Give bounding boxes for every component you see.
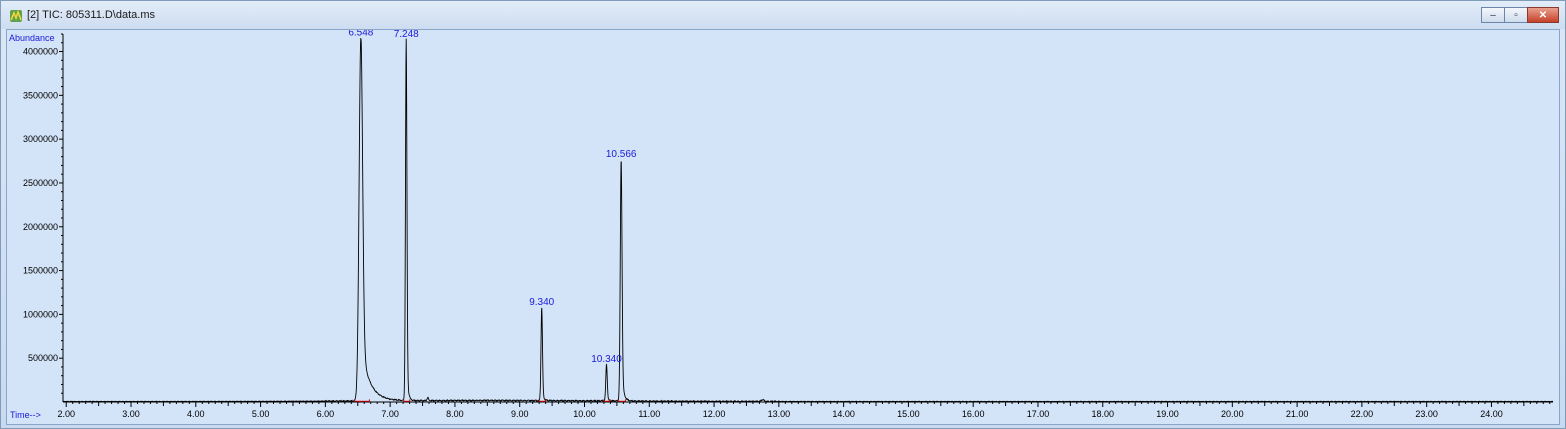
x-tick-label: 20.00 [1221, 409, 1244, 419]
x-tick-label: 16.00 [962, 409, 985, 419]
x-tick-label: 3.00 [122, 409, 140, 419]
minimize-icon: – [1490, 9, 1496, 21]
maximize-icon: ▫ [1514, 9, 1518, 21]
x-tick-label: 5.00 [252, 409, 270, 419]
x-tick-label: 22.00 [1351, 409, 1374, 419]
x-tick-label: 12.00 [703, 409, 726, 419]
y-tick-label: 3000000 [23, 134, 58, 144]
y-tick-label: 1500000 [23, 266, 58, 276]
peak-label: 10.340 [591, 354, 622, 365]
peak-label: 6.548 [348, 30, 373, 38]
x-tick-label: 19.00 [1156, 409, 1179, 419]
x-tick-label: 24.00 [1480, 409, 1503, 419]
y-tick-label: 2500000 [23, 178, 58, 188]
close-button[interactable]: ✕ [1527, 7, 1559, 23]
x-tick-label: 9.00 [511, 409, 529, 419]
x-tick-label: 14.00 [832, 409, 855, 419]
x-tick-label: 13.00 [768, 409, 791, 419]
close-icon: ✕ [1538, 9, 1548, 21]
x-tick-label: 21.00 [1286, 409, 1309, 419]
y-tick-label: 500000 [28, 353, 58, 363]
peak-label: 7.248 [394, 30, 419, 40]
x-tick-label: 2.00 [57, 409, 75, 419]
y-tick-label: 3500000 [23, 90, 58, 100]
minimize-button[interactable]: – [1481, 7, 1505, 23]
peak-labels-layer: 6.548 7.248 9.340 10.340 10.566 [348, 30, 637, 365]
x-axis-label: Time--> [10, 410, 41, 420]
x-tick-label: 11.00 [638, 409, 660, 419]
peak-label: 9.340 [529, 297, 554, 308]
x-tick-label: 23.00 [1415, 409, 1438, 419]
x-tick-label: 15.00 [897, 409, 920, 419]
x-tick-label: 6.00 [317, 409, 335, 419]
y-tick-label: 2000000 [23, 222, 58, 232]
window-title: [2] TIC: 805311.D\data.ms [27, 9, 155, 21]
maximize-button[interactable]: ▫ [1504, 7, 1528, 23]
y-tick-label: 4000000 [23, 47, 58, 57]
x-tick-label: 8.00 [446, 409, 464, 419]
title-bar[interactable]: [2] TIC: 805311.D\data.ms – ▫ ✕ [1, 1, 1565, 29]
x-tick-label: 18.00 [1091, 409, 1114, 419]
window-controls: – ▫ ✕ [1481, 7, 1559, 23]
chromatogram-app-icon [10, 9, 22, 22]
axes: 500000 1000000 1500000 2000000 2500000 300000… [23, 33, 1553, 419]
x-tick-label: 7.00 [381, 409, 399, 419]
peak-label: 10.566 [606, 149, 637, 160]
y-axis-label: Abundance [9, 33, 55, 43]
tic-chromatogram: 500000 1000000 1500000 2000000 2500000 300000… [9, 30, 1554, 420]
x-tick-label: 17.00 [1027, 409, 1050, 419]
tic-trace [62, 38, 1554, 403]
x-tick-label: 4.00 [187, 409, 205, 419]
trace-layer [62, 38, 1554, 403]
x-tick-label: 10.00 [573, 409, 596, 419]
y-tick-label: 1000000 [23, 309, 58, 319]
chromatogram-plot-panel: 500000 1000000 1500000 2000000 2500000 300000… [6, 29, 1560, 425]
